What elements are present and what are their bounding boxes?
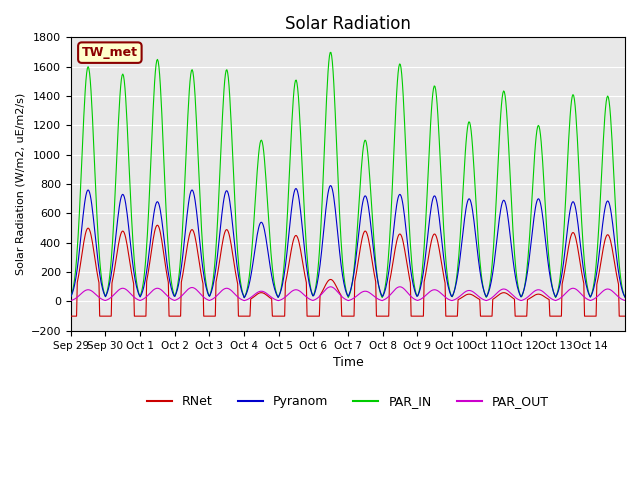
Y-axis label: Solar Radiation (W/m2, uE/m2/s): Solar Radiation (W/m2, uE/m2/s) — [15, 93, 25, 275]
X-axis label: Time: Time — [333, 356, 364, 369]
Text: TW_met: TW_met — [82, 46, 138, 59]
Title: Solar Radiation: Solar Radiation — [285, 15, 411, 33]
Legend: RNet, Pyranom, PAR_IN, PAR_OUT: RNet, Pyranom, PAR_IN, PAR_OUT — [142, 390, 554, 413]
